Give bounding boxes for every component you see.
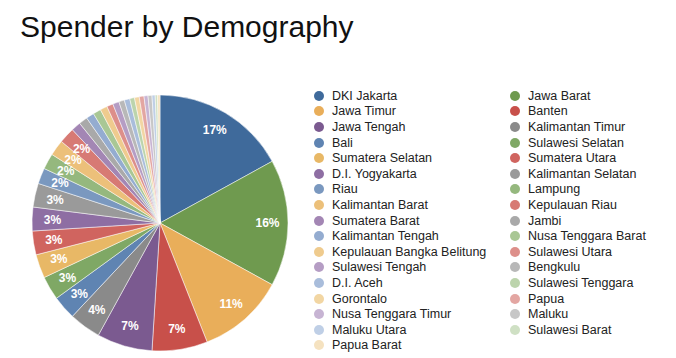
html-text:Nusa Tenggara Barat: Nusa Tenggara Barat — [528, 229, 646, 244]
svg-text:4%: 4% — [88, 303, 106, 317]
svg-text:11%: 11% — [219, 297, 243, 311]
svg-text:3%: 3% — [50, 252, 68, 266]
html-text:Jawa Barat: Jawa Barat — [528, 88, 591, 103]
html-text:Riau: Riau — [332, 182, 358, 197]
html-text:Kalimantan Timur: Kalimantan Timur — [528, 120, 626, 134]
html-text:Jawa Timur: Jawa Timur — [332, 104, 396, 119]
html-text:Sulawesi Barat: Sulawesi Barat — [528, 322, 612, 337]
html-text:Banten: Banten — [528, 104, 568, 119]
html-text:Kalimantan Tengah: Kalimantan Tengah — [332, 229, 439, 244]
svg-text:2%: 2% — [73, 142, 91, 156]
svg-text:17%: 17% — [203, 123, 227, 137]
html-text:Maluku Utara: Maluku Utara — [332, 322, 407, 337]
html-text:Bengkulu: Bengkulu — [528, 260, 581, 275]
svg-text:3%: 3% — [45, 233, 63, 247]
html-text:Sumatera Selatan: Sumatera Selatan — [332, 151, 433, 166]
html-text:Sulawesi Utara: Sulawesi Utara — [528, 244, 613, 259]
html-text:Papua Barat: Papua Barat — [332, 338, 402, 353]
svg-text:3%: 3% — [59, 271, 77, 285]
html-text:Sulawesi Selatan: Sulawesi Selatan — [528, 135, 624, 150]
html-text:D.I. Aceh: D.I. Aceh — [332, 275, 383, 290]
html-text:Kalimantan Selatan: Kalimantan Selatan — [528, 166, 637, 181]
svg-text:3%: 3% — [46, 193, 64, 207]
html-text:Papua: Papua — [528, 291, 565, 306]
html-text:Gorontalo: Gorontalo — [332, 291, 387, 306]
svg-text:3%: 3% — [44, 213, 62, 227]
html-text:Bali: Bali — [332, 135, 353, 150]
svg-text:2%: 2% — [64, 152, 82, 167]
html-text:D.I. Yogyakarta: D.I. Yogyakarta — [332, 166, 417, 181]
html-text:Kepulauan Bangka Belitung: Kepulauan Bangka Belitung — [332, 244, 487, 259]
svg-text:7%: 7% — [168, 322, 186, 336]
html-text:Maluku: Maluku — [528, 307, 569, 322]
svg-text:2%: 2% — [51, 176, 69, 190]
html-text:Sulawesi Tenggara: Sulawesi Tenggara — [528, 275, 634, 290]
html-text:Jawa Tengah: Jawa Tengah — [332, 120, 406, 134]
svg-text:16%: 16% — [256, 216, 280, 230]
html-text:Nusa Tenggara Timur: Nusa Tenggara Timur — [332, 307, 452, 322]
html-text:Lampung: Lampung — [528, 182, 581, 197]
html-text:Sumatera Barat: Sumatera Barat — [332, 213, 420, 228]
html-text:Sumatera Utara: Sumatera Utara — [528, 151, 617, 166]
html-text:Kalimantan Barat: Kalimantan Barat — [332, 198, 428, 212]
svg-text:2%: 2% — [57, 164, 75, 179]
html-text:Spender by Demography: Spender by Demography — [20, 10, 354, 43]
html-text:Jambi: Jambi — [528, 213, 562, 228]
html-text:DKI Jakarta: DKI Jakarta — [332, 88, 398, 103]
svg-text:7%: 7% — [121, 319, 139, 333]
svg-text:3%: 3% — [71, 287, 89, 301]
html-text:Sulawesi Tengah: Sulawesi Tengah — [332, 260, 427, 275]
html-text:Kepulauan Riau: Kepulauan Riau — [528, 198, 617, 212]
